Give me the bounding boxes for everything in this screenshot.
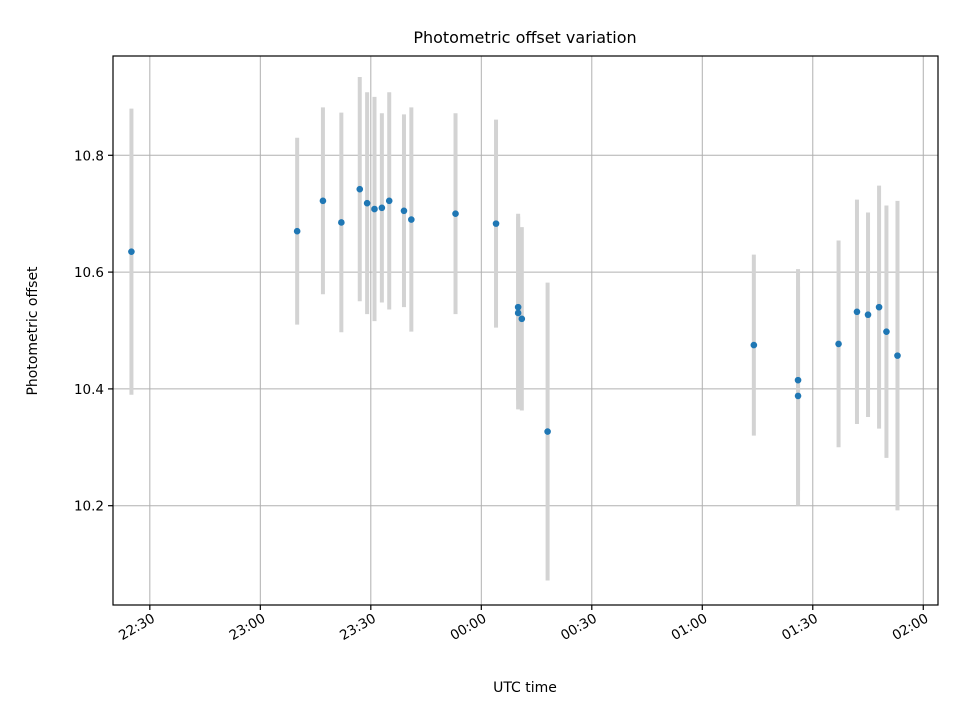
data-point <box>853 308 861 316</box>
marker-layer <box>128 185 901 435</box>
y-tick-label: 10.6 <box>74 265 104 281</box>
data-point <box>544 428 551 435</box>
data-point <box>750 341 758 349</box>
data-point <box>514 309 522 317</box>
data-point <box>338 219 345 226</box>
y-axis-label: Photometric offset <box>25 266 41 396</box>
data-point <box>385 197 393 205</box>
data-point <box>794 376 802 384</box>
data-point <box>835 340 842 348</box>
data-point <box>864 311 872 319</box>
x-axis-label: UTC time <box>493 680 557 696</box>
data-point <box>894 352 901 359</box>
y-tick-label: 10.4 <box>74 382 104 398</box>
data-point <box>883 328 890 335</box>
plot-frame <box>112 55 939 606</box>
data-point <box>378 204 386 212</box>
chart-title: Photometric offset variation <box>413 28 636 47</box>
data-point <box>408 216 415 223</box>
data-point <box>875 303 883 311</box>
data-point <box>400 207 408 215</box>
data-point <box>363 199 371 207</box>
data-point <box>371 205 378 213</box>
data-point <box>319 197 327 205</box>
grid-layer <box>113 56 938 605</box>
y-tick-label: 10.8 <box>74 148 104 164</box>
y-tick-label: 10.2 <box>74 499 104 515</box>
data-point <box>128 248 135 255</box>
data-point <box>356 185 364 193</box>
data-point <box>514 303 522 311</box>
data-point <box>293 227 301 235</box>
data-point <box>518 315 526 323</box>
data-point <box>794 392 802 400</box>
data-point <box>492 220 500 227</box>
data-point <box>452 210 459 217</box>
